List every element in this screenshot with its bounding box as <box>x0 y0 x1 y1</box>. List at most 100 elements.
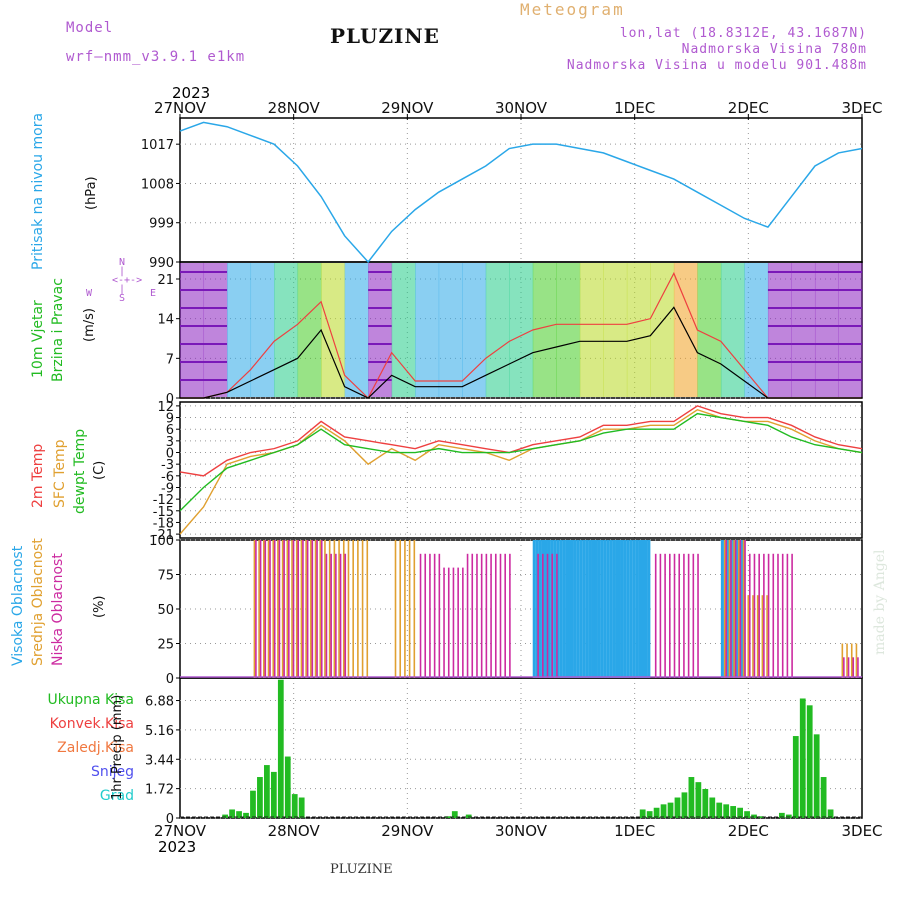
station-title: PLUZINE <box>330 24 440 48</box>
precip-bar <box>236 811 242 818</box>
time-tick-bottom: 29NOV <box>381 822 434 840</box>
precip-bar <box>744 811 750 818</box>
precip-bar <box>264 765 270 818</box>
precip-bar <box>785 814 792 818</box>
time-tick-top: 29NOV <box>381 99 434 117</box>
y-tick-label: -12 <box>153 493 174 508</box>
model-name: wrf–nmm_v3.9.1 e1km <box>66 49 246 65</box>
compass-east: E <box>150 288 157 299</box>
y-tick-label: 990 <box>149 256 174 271</box>
time-tick-top: 27NOV <box>154 99 207 117</box>
y-tick-label: 7 <box>166 352 174 367</box>
precip-bar <box>792 736 799 818</box>
y-tick-label: -21 <box>153 528 174 543</box>
precip-bar <box>465 814 472 818</box>
precip-bar <box>451 811 458 818</box>
precip-bar <box>257 777 263 818</box>
panel-frame <box>179 117 863 263</box>
wind-band <box>814 263 839 397</box>
wind-band <box>180 263 205 397</box>
wind-band <box>368 263 393 397</box>
wind-band <box>603 263 628 397</box>
precip-bar <box>709 797 716 818</box>
precip-bar <box>751 814 757 818</box>
precip-bar <box>799 698 806 818</box>
precip-bar <box>229 809 235 818</box>
precip-bar <box>827 809 834 818</box>
time-tick-bottom: 28NOV <box>268 822 321 840</box>
wind-band <box>579 263 604 397</box>
wind-band <box>720 263 745 397</box>
y-tick-label: 9 <box>166 412 174 427</box>
precip-bar <box>270 771 277 818</box>
wind-band <box>744 263 769 397</box>
y-tick-label: 100 <box>149 534 174 549</box>
precip-bar <box>737 807 743 818</box>
year-label-bottom: 2023 <box>158 838 197 856</box>
wind-band <box>438 263 463 397</box>
wind-band <box>227 263 252 397</box>
wind-band <box>274 263 299 397</box>
footer-station: PLUZINE <box>330 862 393 877</box>
compass-rose: N | <-+-> | S <box>112 257 143 304</box>
time-tick-top: 2DEC <box>728 99 769 117</box>
wind-band <box>415 263 440 397</box>
precip-bar <box>277 679 284 818</box>
y-tick-label: -6 <box>161 470 174 485</box>
y-tick-label: 1.72 <box>145 783 174 798</box>
time-tick-top: 30NOV <box>495 99 548 117</box>
wind-band <box>297 263 322 397</box>
precip-bar <box>250 790 256 818</box>
legend-freezing: Zaledj.Kisa <box>57 740 134 756</box>
precip-bar <box>716 802 723 818</box>
wind-band <box>203 263 228 397</box>
panel-frame <box>179 401 863 539</box>
precip-bar <box>730 806 737 818</box>
y-tick-label: 14 <box>157 313 174 328</box>
wind-band <box>321 263 346 397</box>
y-tick-label: 0 <box>166 392 174 407</box>
y-tick-label: 21 <box>157 273 174 288</box>
precip-bar <box>681 792 688 818</box>
legend-total: Ukupna Kisa <box>47 692 134 708</box>
wind-band <box>532 263 557 397</box>
precip-bar <box>298 797 305 818</box>
precip-bar <box>660 804 667 818</box>
precip-bar <box>639 809 646 818</box>
precip-bar <box>284 756 291 818</box>
time-tick-bottom: 27NOV <box>154 822 207 840</box>
wind-band <box>462 263 487 397</box>
precip-bar <box>778 812 785 818</box>
y-tick-label: 6.88 <box>145 695 174 710</box>
precip-bar <box>222 814 229 818</box>
y-tick-label: 3.44 <box>145 753 174 768</box>
legend-graupel: Grad <box>99 788 134 804</box>
precip-bar <box>820 777 827 818</box>
precip-bar <box>695 782 702 818</box>
wind-band <box>344 263 369 397</box>
y-tick-label: 0 <box>166 812 174 827</box>
precip-bar <box>667 802 674 818</box>
y-tick-label: 999 <box>149 217 174 232</box>
precip-legend: Ukupna Kisa Konvek.Kisa Zaledj.Kisa Snij… <box>0 688 134 808</box>
lonlat-label: lon,lat (18.8312E, 43.1687N) <box>619 26 867 41</box>
y-tick-label: 1017 <box>141 138 174 153</box>
compass-west: W <box>86 288 93 299</box>
meteogram-title: Meteogram <box>520 0 625 19</box>
y-tick-label: -9 <box>161 481 174 496</box>
y-tick-label: 75 <box>157 569 174 584</box>
temp-sfc-line <box>179 409 863 535</box>
wind-gust-line <box>180 271 862 399</box>
wind-band <box>250 263 275 397</box>
wind-band <box>791 263 816 397</box>
time-tick-top: 28NOV <box>268 99 321 117</box>
temp-2m-line <box>179 405 863 477</box>
wind-band <box>391 263 416 397</box>
wind-band <box>697 263 722 397</box>
precip-bar <box>806 705 813 818</box>
precip-bar <box>646 811 653 818</box>
y-tick-label: 5.16 <box>145 724 174 739</box>
wind-band <box>485 263 510 397</box>
precip-bar <box>243 812 249 818</box>
